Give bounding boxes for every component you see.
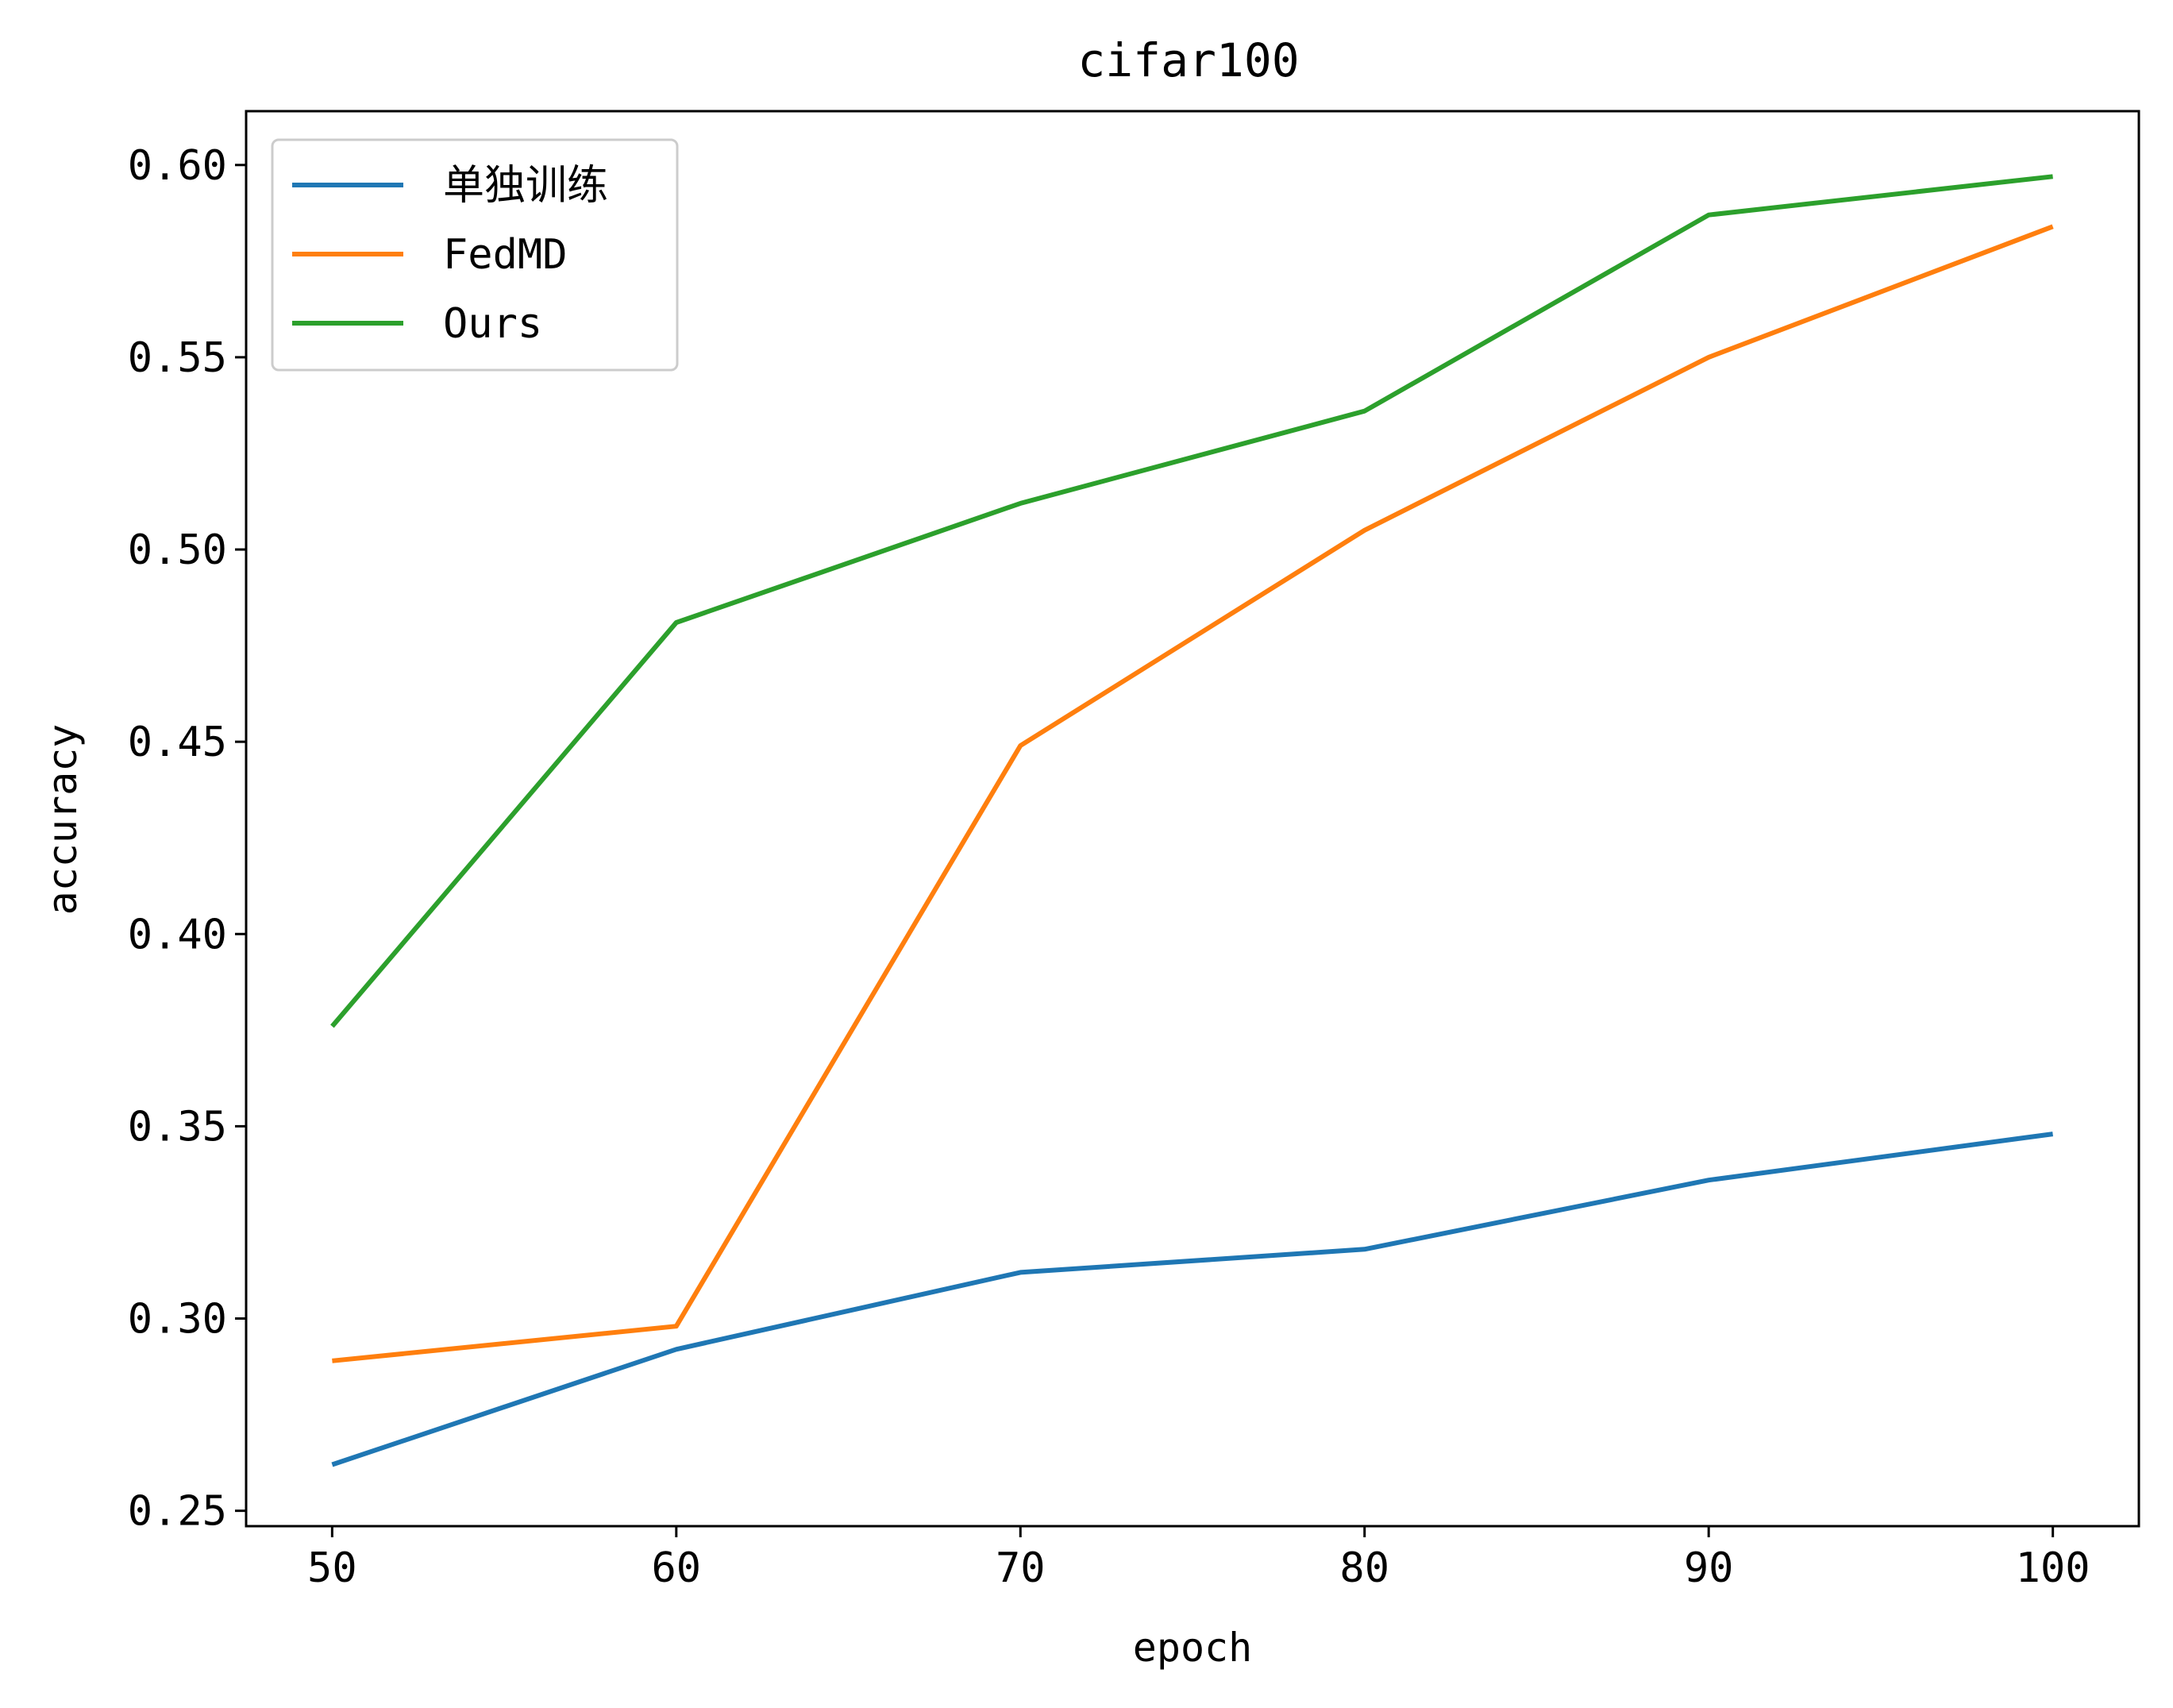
- x-tick-label: 80: [1339, 1544, 1389, 1592]
- series-line-1: [331, 1132, 2053, 1467]
- y-tick-label: 0.40: [128, 911, 227, 958]
- series-line-2: [332, 224, 2054, 1363]
- series-line-3: [330, 174, 2053, 1028]
- x-tick-label: 50: [307, 1544, 357, 1592]
- x-axis-label: epoch: [1133, 1625, 1253, 1671]
- y-tick-label: 0.30: [128, 1296, 227, 1344]
- x-tick-label: 90: [1684, 1544, 1734, 1592]
- x-tick-label: 70: [996, 1544, 1046, 1592]
- legend-frame: [271, 138, 679, 372]
- y-tick-label: 0.45: [128, 719, 227, 766]
- legend-label-2: FedMD: [443, 231, 568, 279]
- x-tick-label: 60: [652, 1544, 702, 1592]
- y-axis: 0.25 0.30 0.35 0.40 0.45 0.50 0.55 0.60: [128, 142, 246, 1536]
- x-tick-label: 100: [2016, 1544, 2090, 1592]
- y-axis-label: accuracy: [40, 724, 86, 916]
- y-tick-label: 0.55: [128, 334, 227, 382]
- x-axis: 50 60 70 80 90 100: [307, 1526, 2090, 1592]
- plot-series-group: [330, 174, 2054, 1467]
- y-tick-label: 0.60: [128, 142, 227, 190]
- y-tick-label: 0.50: [128, 526, 227, 574]
- legend-label-1: 单独训练: [443, 162, 608, 210]
- plot-area-frame: [245, 110, 2140, 1528]
- legend: 单独训练 FedMD Ours: [271, 138, 679, 372]
- y-tick-label: 0.25: [128, 1488, 227, 1536]
- y-tick-label: 0.35: [128, 1103, 227, 1151]
- chart-title: cifar100: [1077, 33, 1299, 87]
- legend-label-3: Ours: [443, 300, 542, 348]
